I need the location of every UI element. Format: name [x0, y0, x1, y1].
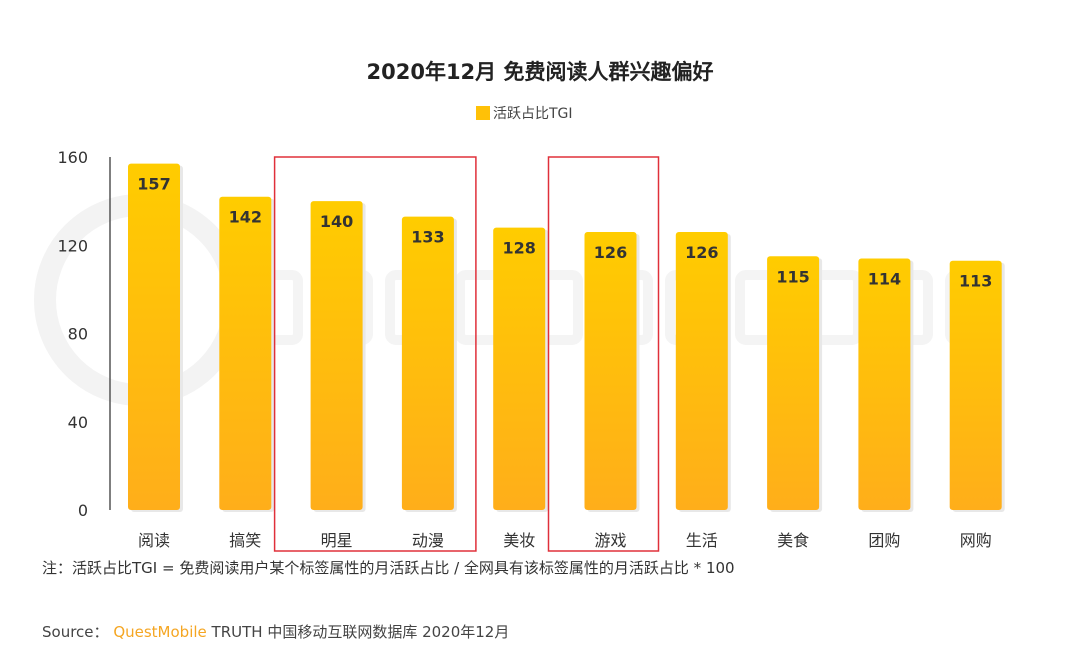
source-brand: QuestMobile — [113, 623, 207, 641]
y-tick-label: 80 — [68, 325, 88, 344]
bar — [767, 256, 820, 510]
y-tick-label: 120 — [57, 236, 88, 255]
bar — [128, 163, 180, 510]
x-tick-label: 团购 — [868, 531, 900, 550]
highlight-box — [547, 156, 660, 552]
bar — [219, 196, 272, 510]
data-label: 126 — [594, 243, 627, 262]
x-tick-label: 明星 — [321, 531, 353, 550]
x-tick-label: 美妆 — [503, 531, 535, 550]
data-label: 133 — [411, 228, 444, 247]
data-label: 113 — [959, 272, 992, 291]
data-label: 128 — [502, 239, 535, 258]
y-tick-label: 160 — [57, 148, 88, 167]
data-label: 114 — [868, 269, 901, 288]
x-tick-label: 阅读 — [138, 531, 170, 550]
source-text: TRUTH 中国移动互联网数据库 2020年12月 — [211, 623, 510, 641]
data-label: 142 — [229, 208, 262, 227]
legend: 活跃占比TGI — [476, 103, 573, 123]
y-tick-label: 0 — [78, 501, 88, 520]
bar — [949, 260, 1002, 510]
bar — [401, 216, 454, 510]
x-tick-label: 搞笑 — [229, 531, 261, 550]
x-tick-label: 网购 — [960, 531, 992, 550]
bar — [858, 258, 911, 510]
x-tick-label: 动漫 — [412, 531, 444, 550]
y-tick-label: 40 — [68, 413, 88, 432]
bar — [310, 201, 363, 510]
x-tick-label: 生活 — [686, 531, 718, 550]
bar — [675, 232, 728, 510]
source-label: Source： — [42, 623, 109, 641]
chart-title: 2020年12月 免费阅读人群兴趣偏好 — [366, 60, 714, 84]
data-label: 140 — [320, 212, 353, 231]
bar — [584, 232, 637, 510]
x-tick-label: 游戏 — [594, 531, 626, 550]
data-label: 126 — [685, 243, 718, 262]
x-tick-label: 美食 — [777, 531, 809, 550]
footnote: 注：活跃占比TGI = 免费阅读用户某个标签属性的月活跃占比 / 全网具有该标签… — [42, 559, 735, 577]
legend-swatch — [476, 106, 490, 120]
data-label: 115 — [776, 267, 809, 286]
data-label: 157 — [137, 175, 170, 194]
source-line: Source： QuestMobile TRUTH 中国移动互联网数据库 202… — [42, 621, 509, 642]
legend-label: 活跃占比TGI — [493, 106, 573, 122]
bar — [493, 227, 546, 510]
highlight-box — [273, 156, 477, 552]
